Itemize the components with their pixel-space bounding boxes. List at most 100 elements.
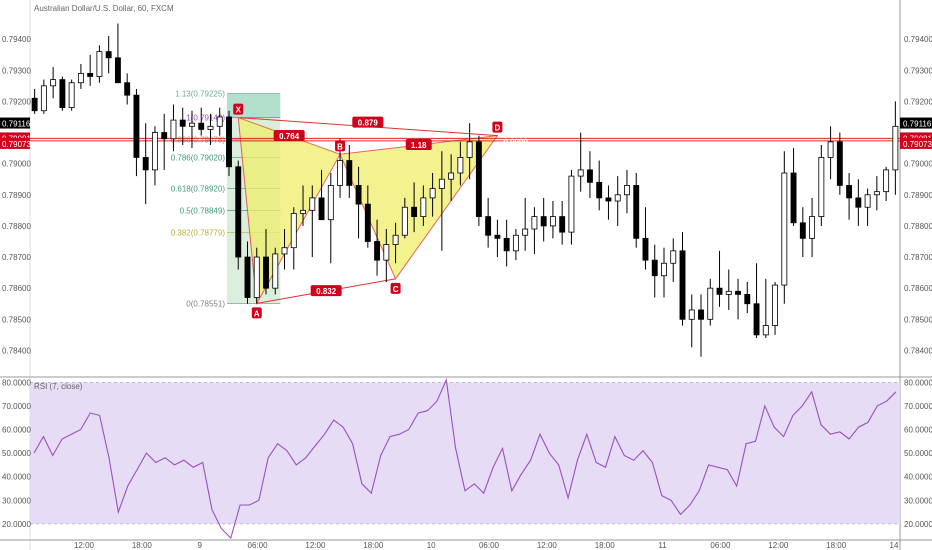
- left-price-tag-label: 0.79073: [2, 140, 31, 149]
- candle-body: [253, 256, 260, 298]
- rsi-title: RSI (7, close): [34, 382, 83, 391]
- fib-level-label: 1.13(0.79225): [175, 90, 225, 99]
- time-tick-label: 18:00: [363, 541, 384, 550]
- candle-body: [290, 213, 297, 249]
- rsi-tick-label: 30.0000: [904, 496, 932, 505]
- fib-level-label: 0.5(0.78849): [180, 207, 226, 216]
- harmonic-ratio-label: 0.879: [358, 119, 379, 128]
- harmonic-point-badge: [233, 103, 244, 115]
- price-tag-label: 0.79116: [903, 120, 932, 129]
- candle-body: [244, 256, 251, 298]
- candle-body: [735, 290, 741, 295]
- candle-body: [401, 206, 408, 236]
- price-tick-label: 0.78400: [904, 346, 932, 355]
- candle-body: [466, 141, 473, 158]
- candle-body: [633, 185, 640, 239]
- candle-body: [503, 237, 510, 252]
- candle-body: [207, 125, 214, 130]
- candle-body: [216, 116, 223, 127]
- rsi-tick-label-left: 80.0000: [2, 378, 31, 387]
- candle-body: [892, 125, 899, 171]
- candle-body: [549, 216, 556, 227]
- time-tick-label: 10: [427, 541, 436, 550]
- price-tick-label-left: 0.78500: [2, 315, 31, 324]
- fib-level-label: 0.786(0.79020): [171, 153, 226, 162]
- candle-body: [688, 309, 695, 320]
- price-tick-label-left: 0.78600: [2, 284, 31, 293]
- harmonic-point-badge: [251, 307, 262, 319]
- candle-body: [457, 157, 464, 174]
- price-tick-label: 0.79000: [904, 160, 932, 169]
- time-tick-label: 9: [197, 541, 202, 550]
- harmonic-point-label: D: [495, 124, 501, 133]
- price-tick-label: 0.78600: [904, 284, 932, 293]
- rsi-band: [30, 382, 900, 524]
- price-tick-label: 0.78500: [904, 315, 932, 324]
- chart-title: Australian Dollar/U.S. Dollar, 60, FXCM: [34, 4, 174, 13]
- candle-body: [762, 325, 769, 336]
- price-tick-label-left: 0.78700: [2, 253, 31, 262]
- harmonic-ratio-label: 0.832: [316, 287, 337, 296]
- candle-body: [161, 132, 168, 140]
- candle-body: [605, 197, 612, 202]
- rsi-tick-label-left: 20.0000: [2, 520, 31, 529]
- candle-body: [392, 234, 399, 245]
- harmonic-ratio-badge: [405, 138, 432, 150]
- candle-body: [744, 293, 751, 305]
- candle-body: [540, 216, 547, 227]
- candle-body: [59, 79, 66, 109]
- time-tick-label: 14: [890, 541, 899, 550]
- candle-body: [799, 222, 806, 239]
- candle-body: [753, 303, 760, 336]
- candle-body: [133, 94, 140, 158]
- candle-body: [235, 166, 242, 258]
- time-tick-label: 18:00: [826, 541, 847, 550]
- candle-body: [355, 185, 362, 205]
- time-tick-label: 06:00: [479, 541, 500, 550]
- candle-body: [346, 160, 353, 186]
- candle-body: [772, 284, 778, 326]
- candle-body: [383, 244, 390, 261]
- rsi-tick-label: 50.0000: [904, 449, 932, 458]
- candle-body: [855, 197, 862, 208]
- candle-body: [494, 234, 501, 239]
- candle-body: [587, 169, 593, 183]
- rsi-tick-label-left: 50.0000: [2, 449, 31, 458]
- left-price-tag: [0, 137, 30, 149]
- candle-body: [873, 191, 880, 196]
- candle-body: [790, 172, 797, 224]
- candle-body: [781, 172, 788, 286]
- candle-body: [614, 194, 621, 202]
- price-tick-label-left: 0.79300: [2, 66, 31, 75]
- candle-body: [226, 116, 232, 168]
- price-tick-label: 0.79200: [904, 97, 932, 106]
- candle-body: [577, 169, 584, 177]
- price-tick-label-left: 0.79400: [2, 35, 31, 44]
- harmonic-point-label: C: [393, 285, 399, 294]
- harmonic-d-note: 0.0000: [503, 138, 528, 147]
- time-tick-label: 06:00: [248, 541, 269, 550]
- time-tick-label: 18:00: [132, 541, 153, 550]
- candle-body: [827, 141, 834, 158]
- candle-body: [77, 72, 84, 84]
- time-tick-label: 12:00: [537, 541, 558, 550]
- candle-body: [448, 172, 455, 180]
- rsi-tick-label: 80.0000: [904, 378, 932, 387]
- candle-body: [716, 287, 723, 295]
- candle-body: [559, 216, 566, 233]
- candle-body: [846, 185, 853, 199]
- candle-body: [189, 122, 195, 127]
- price-tick-label-left: 0.78900: [2, 191, 31, 200]
- time-tick-label: 12:00: [305, 541, 326, 550]
- candle-body: [725, 290, 732, 295]
- candle-body: [198, 122, 205, 130]
- candle-body: [883, 169, 890, 193]
- candle-body: [836, 141, 843, 186]
- time-tick-label: 12:00: [768, 541, 789, 550]
- candle-body: [142, 157, 149, 171]
- candle-body: [31, 97, 38, 112]
- rsi-tick-label: 40.0000: [904, 473, 932, 482]
- candle-body: [642, 237, 649, 261]
- price-tick-label: 0.79400: [904, 35, 932, 44]
